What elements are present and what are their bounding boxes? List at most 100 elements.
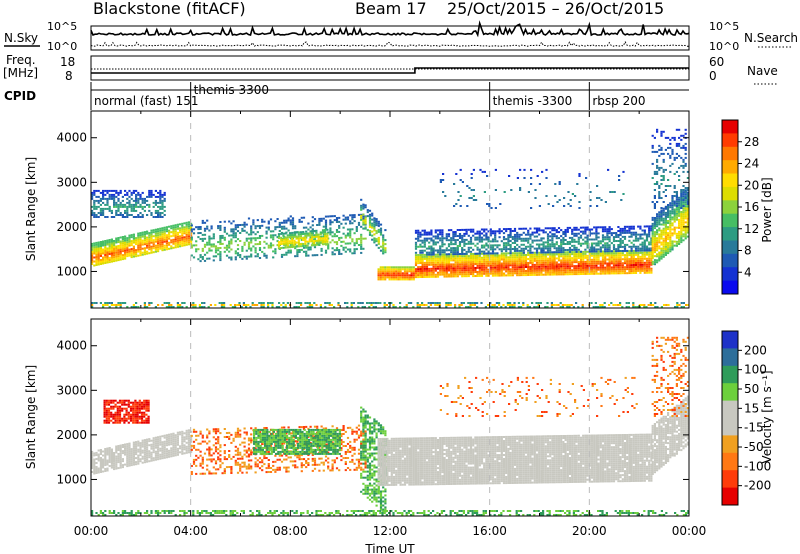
range-cell [419, 254, 422, 256]
range-cell [371, 238, 374, 241]
range-cell [584, 270, 587, 273]
range-cell [463, 259, 466, 262]
range-cell [337, 302, 340, 304]
range-cell [686, 211, 689, 214]
range-cell [653, 251, 656, 254]
range-cell [509, 258, 512, 261]
range-cell [595, 258, 598, 261]
range-cell [436, 265, 440, 268]
range-cell [498, 270, 501, 273]
range-cell [154, 216, 157, 218]
range-cell [664, 221, 667, 224]
range-cell [110, 250, 113, 253]
range-cell [170, 304, 173, 306]
range-cell [545, 195, 548, 197]
range-cell [454, 255, 457, 258]
range-cell [121, 238, 124, 240]
range-cell [434, 304, 437, 306]
range-cell [562, 241, 565, 243]
range-cell [294, 227, 297, 230]
range-cell [408, 270, 411, 273]
range-cell [93, 464, 96, 467]
range-cell [439, 179, 442, 181]
colorbar-tick-label: 12 [744, 222, 759, 236]
range-cell [664, 231, 667, 234]
range-cell [648, 229, 651, 232]
range-cell [126, 237, 129, 240]
range-cell [491, 252, 495, 255]
range-cell [658, 144, 661, 147]
range-cell [99, 241, 102, 243]
range-cell [617, 270, 620, 273]
range-cell [239, 224, 242, 226]
range-cell [675, 198, 678, 201]
range-cell [322, 225, 325, 228]
range-cell [469, 238, 473, 241]
range-cell [403, 274, 407, 277]
range-cell [632, 268, 635, 270]
range-cell [108, 193, 111, 196]
range-cell [128, 236, 131, 239]
range-cell [535, 302, 538, 304]
range-cell [137, 201, 140, 204]
range-cell [117, 239, 120, 241]
range-cell [406, 278, 409, 281]
range-cell [641, 257, 644, 260]
range-cell [150, 229, 153, 232]
range-cell [445, 271, 448, 274]
range-cell [329, 215, 332, 218]
range-cell [650, 247, 653, 250]
range-cell [560, 261, 563, 264]
range-cell [658, 223, 661, 226]
range-cell [653, 203, 656, 205]
range-cell [261, 250, 264, 253]
range-cell [274, 228, 277, 231]
range-cell [538, 259, 541, 262]
range-cell [684, 233, 687, 236]
range-cell [669, 250, 672, 253]
range-cell [590, 262, 594, 265]
range-cell [95, 214, 98, 216]
range-cell [425, 269, 429, 272]
range-cell [417, 235, 420, 238]
range-cell [154, 199, 157, 202]
range-cell [617, 248, 620, 250]
range-cell [586, 240, 589, 243]
range-cell [518, 254, 521, 257]
range-cell [355, 240, 358, 243]
range-cell [381, 266, 385, 269]
range-cell [540, 265, 543, 268]
range-cell [382, 248, 385, 251]
range-cell [478, 230, 481, 233]
range-cell [593, 250, 596, 253]
range-cell [441, 273, 444, 276]
range-cell [653, 170, 656, 173]
range-cell [516, 252, 519, 255]
range-cell [660, 132, 663, 135]
range-cell [529, 247, 532, 250]
range-cell [658, 259, 661, 262]
range-cell [671, 152, 674, 155]
nave-tick-bottom: 0 [709, 69, 717, 83]
range-cell [377, 278, 380, 281]
range-cell [228, 240, 231, 243]
range-cell [436, 241, 440, 244]
range-cell [606, 254, 609, 257]
range-cell [509, 264, 512, 267]
range-cell [579, 244, 583, 247]
range-cell [544, 227, 547, 230]
range-cell [623, 258, 627, 261]
range-cell [430, 233, 433, 236]
range-cell [577, 255, 580, 257]
range-cell [506, 302, 509, 304]
range-cell [469, 242, 473, 245]
range-cell [280, 236, 283, 239]
range-cell [414, 245, 418, 248]
range-cell [91, 205, 94, 208]
range-cell [459, 205, 462, 207]
range-cell [675, 236, 678, 239]
range-cell [651, 226, 654, 229]
range-cell [671, 206, 674, 209]
range-cell [489, 266, 492, 269]
range-cell [220, 306, 223, 308]
